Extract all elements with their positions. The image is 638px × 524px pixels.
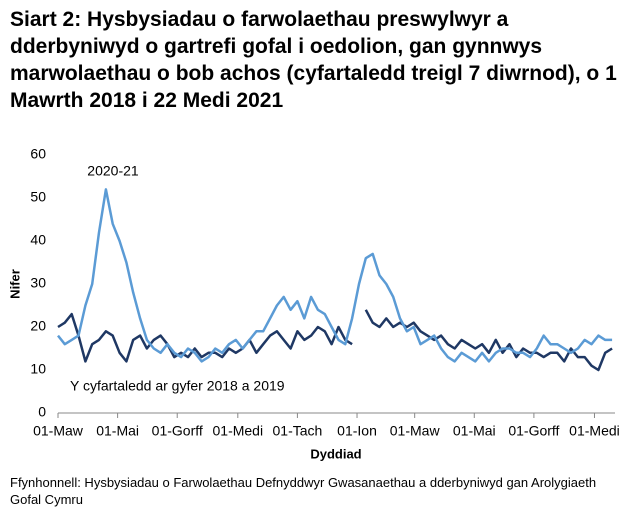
x-tick-label: 01-Ion <box>337 423 377 439</box>
x-tick-label: 01-Mai <box>96 423 139 439</box>
y-axis-label: Nifer <box>7 269 22 299</box>
chart-title: Siart 2: Hysbysiadau o farwolaethau pres… <box>10 8 617 112</box>
line-series <box>57 188 613 363</box>
series-annotation: Y cyfartaledd ar gyfer 2018 a 2019 <box>70 378 285 394</box>
y-tick-label: 50 <box>30 189 46 205</box>
y-tick-label: 30 <box>30 275 46 291</box>
y-tick-label: 40 <box>30 232 46 248</box>
x-tick-label: 01-Medi <box>569 423 620 439</box>
x-tick-label: 01-Maw <box>390 423 441 439</box>
series-annotation: 2020-21 <box>87 163 139 179</box>
x-tick-label: 01-Gorff <box>152 423 203 439</box>
x-axis-label: Dyddiad <box>310 446 361 461</box>
y-tick-label: 20 <box>30 318 46 334</box>
y-tick-label: 10 <box>30 361 46 377</box>
x-tick-label: 01-Mai <box>453 423 496 439</box>
x-tick-label: 01-Gorff <box>508 423 559 439</box>
y-tick-label: 60 <box>30 146 46 162</box>
source-note: Ffynhonnell: Hysbysiadau o Farwolaethau … <box>10 475 597 507</box>
y-tick-label: 0 <box>38 404 46 420</box>
x-tick-label: 01-Maw <box>33 423 84 439</box>
line-series <box>57 309 613 372</box>
x-tick-label: 01-Medi <box>213 423 264 439</box>
x-tick-label: 01-Tach <box>273 423 323 439</box>
